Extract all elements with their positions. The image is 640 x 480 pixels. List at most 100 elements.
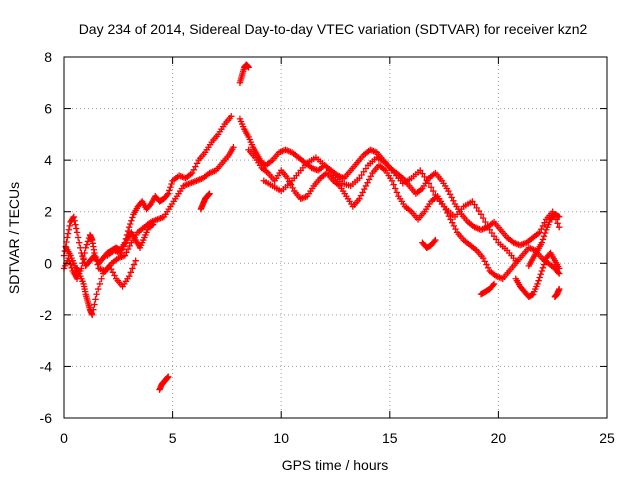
data-point-track-j	[430, 187, 437, 195]
data-point-track-a	[124, 227, 132, 235]
data-point-track-a	[146, 202, 153, 209]
data-point-track-a	[71, 217, 78, 224]
data-point-track-l	[490, 280, 498, 288]
data-point-track-i	[447, 216, 454, 223]
data-point-track-m	[540, 261, 548, 268]
data-point-track-i	[481, 258, 489, 265]
data-point-track-c	[96, 280, 104, 288]
data-point-track-a	[129, 214, 136, 221]
data-point-track-j	[356, 174, 363, 182]
data-point-track-j	[360, 168, 367, 175]
data-point-track-m	[539, 264, 547, 271]
data-points	[60, 61, 563, 393]
data-point-track-i	[388, 177, 396, 184]
data-point-track-i	[356, 195, 363, 203]
data-point-track-b	[67, 261, 74, 268]
data-point-track-a	[193, 160, 201, 167]
data-point-track-m	[538, 267, 546, 275]
data-point-track-o	[541, 229, 549, 237]
data-point-track-m	[556, 265, 563, 272]
data-point-track-b	[230, 144, 237, 151]
data-point-track-i	[390, 181, 397, 188]
data-point-track-i	[359, 189, 366, 196]
y-tick-label: 8	[44, 49, 52, 65]
data-point-track-a	[228, 113, 235, 120]
data-point-track-c	[91, 301, 98, 308]
data-point-track-j	[358, 171, 365, 179]
data-point-track-i	[479, 254, 487, 262]
data-point-track-a	[70, 213, 77, 221]
data-point-track-j	[417, 167, 424, 174]
data-point-track-j	[427, 184, 435, 191]
data-point-track-i	[284, 174, 291, 182]
data-point-track-c	[125, 272, 133, 280]
data-point-track-b	[126, 242, 133, 250]
data-point-track-h	[450, 197, 457, 204]
data-point-track-e	[165, 373, 172, 380]
data-point-track-c	[127, 269, 134, 276]
data-point-track-d	[149, 221, 157, 228]
data-point-track-c	[130, 261, 138, 268]
data-point-track-n	[556, 285, 563, 293]
x-axis-label: GPS time / hours	[282, 457, 389, 473]
data-point-track-b	[123, 249, 130, 256]
data-point-track-h	[556, 223, 563, 231]
data-point-track-j	[479, 214, 487, 222]
data-point-track-i	[554, 269, 562, 276]
data-point-track-b	[83, 241, 91, 248]
y-tick-label: 0	[44, 255, 52, 271]
data-point-track-i	[484, 264, 492, 271]
data-point-track-i	[364, 179, 371, 186]
data-point-track-b	[93, 257, 100, 264]
data-point-track-i	[361, 185, 368, 193]
data-point-track-j	[421, 173, 428, 181]
data-point-track-c	[108, 265, 115, 273]
data-point-track-j	[471, 201, 478, 208]
data-point-track-b	[81, 249, 88, 257]
data-point-track-j	[425, 180, 433, 187]
data-point-track-h	[448, 194, 455, 201]
data-point-track-a	[76, 239, 83, 246]
data-point-track-k	[431, 238, 438, 245]
data-point-track-b	[80, 254, 87, 262]
x-tick-label: 10	[273, 430, 289, 446]
y-tick-label: 6	[44, 101, 52, 117]
data-point-track-a	[64, 234, 71, 241]
data-point-track-c	[132, 257, 139, 264]
data-point-track-d	[117, 249, 124, 257]
data-point-track-a	[192, 163, 199, 170]
x-tick-label: 20	[491, 430, 507, 446]
plot-frame	[63, 56, 608, 419]
data-point-track-a	[77, 244, 84, 252]
data-point-track-h	[446, 191, 454, 198]
data-point-track-d	[118, 246, 126, 253]
data-point-track-i	[367, 173, 374, 180]
y-tick-label: -2	[40, 307, 53, 323]
data-point-track-i	[450, 222, 458, 230]
data-point-track-g	[245, 64, 252, 71]
data-point-track-j	[469, 198, 476, 205]
data-point-track-d	[122, 240, 129, 247]
data-point-track-c	[90, 306, 97, 313]
data-point-track-h	[445, 187, 452, 195]
data-point-track-m	[541, 258, 549, 265]
data-point-track-b	[78, 265, 85, 272]
x-tick-label: 0	[60, 430, 68, 446]
data-point-track-k	[432, 236, 439, 244]
data-point-track-i	[365, 176, 373, 183]
data-point-track-b	[91, 249, 98, 257]
data-point-track-a	[167, 184, 174, 191]
data-point-track-i	[393, 189, 401, 196]
data-point-track-b	[94, 261, 101, 268]
data-point-track-a	[73, 229, 81, 236]
data-point-track-i	[362, 182, 370, 190]
data-point-track-c	[98, 275, 105, 282]
data-point-track-j	[475, 207, 483, 215]
data-point-track-l	[489, 282, 497, 289]
data-point-track-a	[190, 166, 197, 174]
data-point-track-a	[64, 230, 72, 237]
data-point-track-j	[362, 165, 370, 172]
data-point-track-a	[168, 180, 175, 188]
data-point-track-m	[537, 271, 544, 278]
data-point-track-m	[534, 280, 541, 288]
